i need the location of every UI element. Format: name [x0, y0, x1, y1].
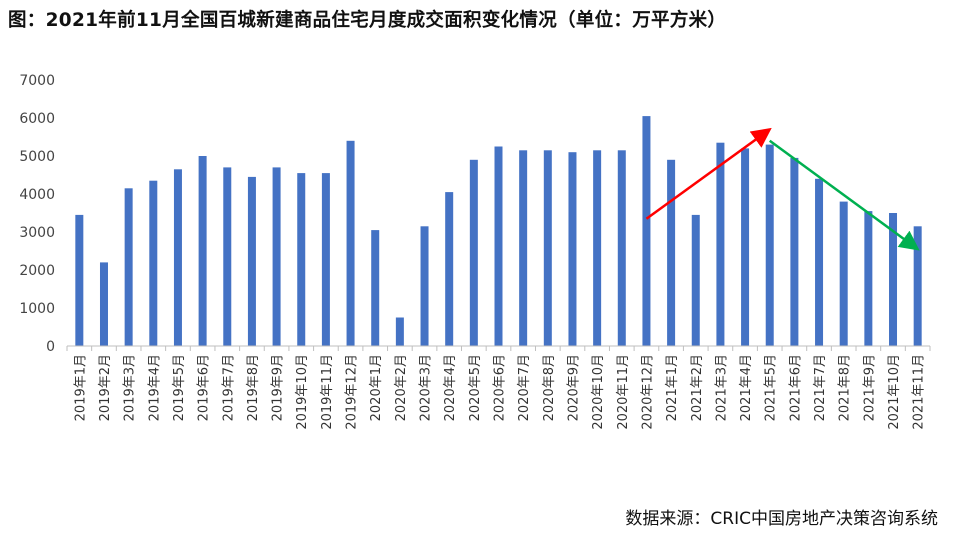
downtrend-arrow	[768, 139, 920, 251]
y-tick-label: 4000	[19, 187, 55, 203]
x-category-label: 2020年12月	[640, 354, 655, 430]
x-category-label: 2021年11月	[912, 354, 927, 430]
bar	[889, 213, 898, 346]
bar	[839, 201, 848, 346]
bar	[297, 173, 306, 346]
bar	[371, 230, 380, 346]
source-note: 数据来源：CRIC中国房地产决策咨询系统	[625, 509, 938, 529]
x-category-label: 2019年12月	[345, 354, 360, 430]
bar-series	[75, 116, 922, 346]
bar	[519, 150, 528, 346]
x-category-label: 2019年2月	[98, 354, 113, 421]
x-category-label: 2019年11月	[320, 354, 335, 430]
x-category-label: 2021年9月	[862, 354, 877, 421]
x-category-label: 2021年3月	[714, 354, 729, 421]
x-category-label: 2019年10月	[295, 354, 310, 430]
x-category-label: 2021年1月	[665, 354, 680, 421]
bar	[593, 150, 602, 346]
y-tick-label: 3000	[19, 225, 55, 241]
bar	[790, 157, 799, 346]
x-category-label: 2020年2月	[394, 354, 409, 421]
y-tick-label: 5000	[19, 149, 55, 165]
bar	[741, 148, 750, 346]
x-category-label: 2019年7月	[221, 354, 236, 421]
x-category-label: 2019年8月	[246, 354, 261, 421]
x-category-label: 2021年2月	[690, 354, 705, 421]
bar	[420, 226, 429, 346]
bar	[223, 167, 232, 346]
bar	[198, 156, 207, 346]
x-category-label: 2021年7月	[813, 354, 828, 421]
y-tick-label: 7000	[19, 73, 55, 89]
bar	[346, 140, 355, 346]
x-category-label: 2019年4月	[147, 354, 162, 421]
bar	[667, 159, 676, 346]
x-category-label: 2020年1月	[369, 354, 384, 421]
bar	[75, 214, 84, 346]
x-category-label: 2021年6月	[788, 354, 803, 421]
x-category-label: 2019年9月	[271, 354, 286, 421]
y-tick-label: 6000	[19, 111, 55, 127]
y-tick-label: 2000	[19, 263, 55, 279]
y-tick-label: 0	[46, 339, 55, 355]
x-category-label: 2020年5月	[468, 354, 483, 421]
x-axis	[66, 345, 931, 351]
bar	[124, 188, 133, 346]
x-category-label: 2020年3月	[419, 354, 434, 421]
chart-title: 图：2021年前11月全国百城新建商品住宅月度成交面积变化情况（单位：万平方米）	[8, 10, 727, 31]
bar	[445, 192, 454, 346]
x-category-label: 2021年4月	[739, 354, 754, 421]
bar	[272, 167, 281, 346]
bar	[247, 176, 256, 346]
x-category-label: 2021年10月	[887, 354, 902, 430]
x-axis-category-labels: 2019年1月 2019年2月 2019年3月 2019年4月 2019年5月 2019年…	[73, 354, 926, 430]
x-category-label: 2020年6月	[493, 354, 508, 421]
bar	[99, 262, 108, 346]
y-tick-label: 1000	[19, 301, 55, 317]
bar	[642, 116, 651, 346]
bar	[173, 169, 182, 346]
uptrend-arrow	[645, 127, 772, 220]
bar	[617, 150, 626, 346]
x-category-label: 2021年5月	[764, 354, 779, 421]
x-category-label: 2019年5月	[172, 354, 187, 421]
bar	[149, 180, 158, 346]
bar	[913, 226, 922, 346]
bar	[691, 214, 700, 346]
x-category-label: 2019年3月	[123, 354, 138, 421]
x-category-label: 2020年8月	[542, 354, 557, 421]
x-category-label: 2019年1月	[73, 354, 88, 421]
bar	[494, 146, 503, 346]
y-axis-tick-labels: 0 1000 2000 3000 4000 5000 6000 7000	[19, 73, 55, 355]
trend-arrows	[645, 127, 920, 251]
x-category-label: 2021年8月	[838, 354, 853, 421]
bar	[543, 150, 552, 346]
x-category-label: 2020年4月	[443, 354, 458, 421]
bar	[716, 142, 725, 346]
bar	[395, 317, 404, 346]
bar	[864, 211, 873, 346]
x-category-label: 2020年10月	[591, 354, 606, 430]
bar	[469, 159, 478, 346]
bar	[765, 144, 774, 346]
bar	[321, 173, 330, 346]
bar	[568, 152, 577, 346]
x-category-label: 2020年7月	[517, 354, 532, 421]
x-category-label: 2020年11月	[616, 354, 631, 430]
x-category-label: 2019年6月	[197, 354, 212, 421]
x-category-label: 2020年9月	[566, 354, 581, 421]
bar	[815, 178, 824, 346]
